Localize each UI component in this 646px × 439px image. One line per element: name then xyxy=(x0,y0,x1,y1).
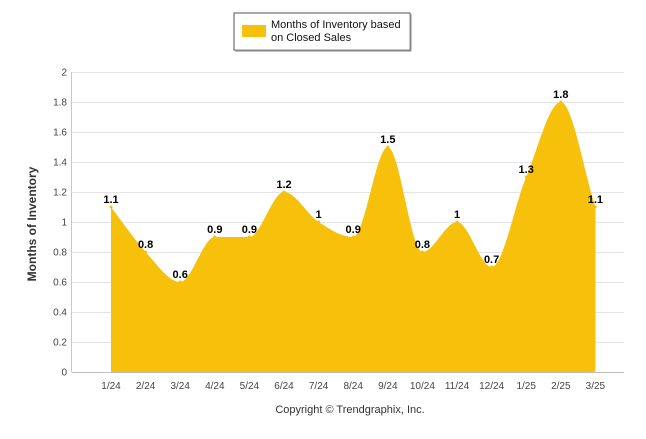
y-tick-label: 0.6 xyxy=(53,278,67,289)
x-tick-label: 1/25 xyxy=(516,381,536,392)
legend-label-line-2: on Closed Sales xyxy=(271,32,352,44)
x-tick-label: 1/24 xyxy=(101,381,121,392)
data-point xyxy=(386,145,390,149)
x-tick-label: 3/24 xyxy=(170,381,190,392)
y-axis-title: Months of Inventory xyxy=(25,166,39,281)
series-area-layer xyxy=(109,100,597,372)
data-point xyxy=(247,235,251,239)
x-tick-label: 3/25 xyxy=(586,381,606,392)
legend: Months of Inventory based on Closed Sale… xyxy=(233,12,412,52)
data-point xyxy=(420,250,424,254)
data-point xyxy=(109,205,113,209)
data-label: 1 xyxy=(454,209,460,221)
data-label: 0.8 xyxy=(138,239,153,251)
data-label: 0.7 xyxy=(484,254,499,266)
y-tick-label: 1.2 xyxy=(53,188,67,199)
data-labels: 1.1 0.8 0.6 0.9 0.9 1.2 1 0.9 1.5 0.8 1 0.7 1.3 1.8 1.… xyxy=(103,89,603,281)
y-tick-label: 1.4 xyxy=(53,158,67,169)
data-point xyxy=(455,220,459,224)
data-label: 0.9 xyxy=(346,224,361,236)
data-label: 1.2 xyxy=(276,179,291,191)
data-label: 1.1 xyxy=(588,194,603,206)
data-point xyxy=(317,220,321,224)
data-label: 1.3 xyxy=(519,164,534,176)
x-tick-label: 4/24 xyxy=(205,381,225,392)
data-label: 0.6 xyxy=(173,269,188,281)
x-tick-label: 11/24 xyxy=(445,381,470,392)
legend-label-line-1: Months of Inventory based xyxy=(271,19,401,31)
x-tick-label: 12/24 xyxy=(479,381,504,392)
x-tick-label: 8/24 xyxy=(343,381,363,392)
y-tick-label: 1.8 xyxy=(53,98,67,109)
y-tick-label: 0 xyxy=(61,368,67,379)
data-label: 0.9 xyxy=(242,224,257,236)
x-tick-label: 6/24 xyxy=(274,381,294,392)
data-label: 1.1 xyxy=(103,194,118,206)
data-label: 1.8 xyxy=(553,89,568,101)
data-label: 1 xyxy=(316,209,322,221)
x-tick-label: 5/24 xyxy=(240,381,260,392)
data-point xyxy=(213,235,217,239)
data-point xyxy=(559,100,563,104)
copyright-text: Copyright © Trendgraphix, Inc. xyxy=(275,404,424,416)
data-point xyxy=(144,250,148,254)
x-tick-label: 9/24 xyxy=(378,381,398,392)
data-point xyxy=(524,175,528,179)
x-tick-label: 2/24 xyxy=(136,381,156,392)
data-label: 1.5 xyxy=(380,134,395,146)
data-point xyxy=(593,205,597,209)
x-tick-label: 2/25 xyxy=(551,381,571,392)
data-point xyxy=(351,235,355,239)
y-tick-label: 1.6 xyxy=(53,128,67,139)
data-point xyxy=(178,280,182,284)
x-tick-label: 10/24 xyxy=(410,381,435,392)
data-point xyxy=(282,190,286,194)
y-tick-label: 1 xyxy=(61,218,67,229)
y-tick-label: 0.2 xyxy=(53,338,67,349)
x-tick-label: 7/24 xyxy=(309,381,329,392)
data-label: 0.8 xyxy=(415,239,430,251)
y-tick-label: 0.8 xyxy=(53,248,67,259)
y-tick-label: 2 xyxy=(61,68,67,79)
data-label: 0.9 xyxy=(207,224,222,236)
legend-swatch xyxy=(242,25,266,37)
axes: 0 0.2 0.4 0.6 0.8 1 1.2 1.4 1.6 1.8 2 1/24 2/24 3/24 4… xyxy=(53,68,624,392)
y-tick-label: 0.4 xyxy=(53,308,67,319)
data-point xyxy=(490,265,494,269)
